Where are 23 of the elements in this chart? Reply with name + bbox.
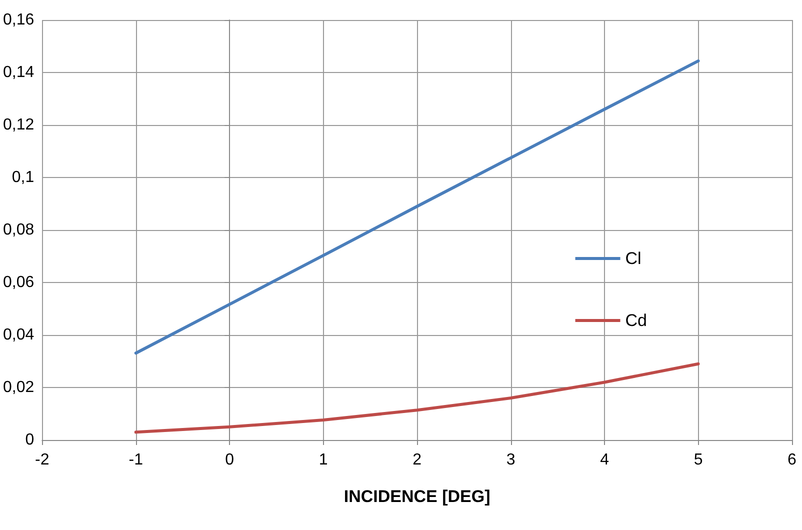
x-tick-label: 0 xyxy=(225,452,234,468)
y-tick-label: 0 xyxy=(25,432,34,448)
x-tick-label: -2 xyxy=(35,452,50,468)
x-tick-label: 3 xyxy=(506,452,516,468)
line-series xyxy=(134,59,700,355)
legend-label: Cl xyxy=(625,249,642,268)
y-tick-label: 0,08 xyxy=(3,222,34,238)
legend-label: Cd xyxy=(625,311,648,330)
y-tick-label: 0,14 xyxy=(3,64,34,81)
x-tick-label: 6 xyxy=(788,452,797,468)
y-tick-label: 0,06 xyxy=(3,274,34,291)
x-tick-label: -1 xyxy=(128,452,144,468)
y-tick-label: 0,16 xyxy=(3,12,34,28)
x-tick-label: 2 xyxy=(412,452,422,468)
x-tick-label: 4 xyxy=(600,452,610,468)
x-axis-title: INCIDENCE [DEG] xyxy=(344,487,490,506)
y-tick-label: 0,04 xyxy=(3,326,34,344)
x-tick-label: 5 xyxy=(694,452,703,468)
y-tick-label: 0,12 xyxy=(3,116,34,134)
y-tick-label: 0,02 xyxy=(3,379,34,396)
line-series xyxy=(134,362,700,434)
x-tick-label: 1 xyxy=(318,452,328,468)
y-tick-label: 0,1 xyxy=(12,169,34,186)
